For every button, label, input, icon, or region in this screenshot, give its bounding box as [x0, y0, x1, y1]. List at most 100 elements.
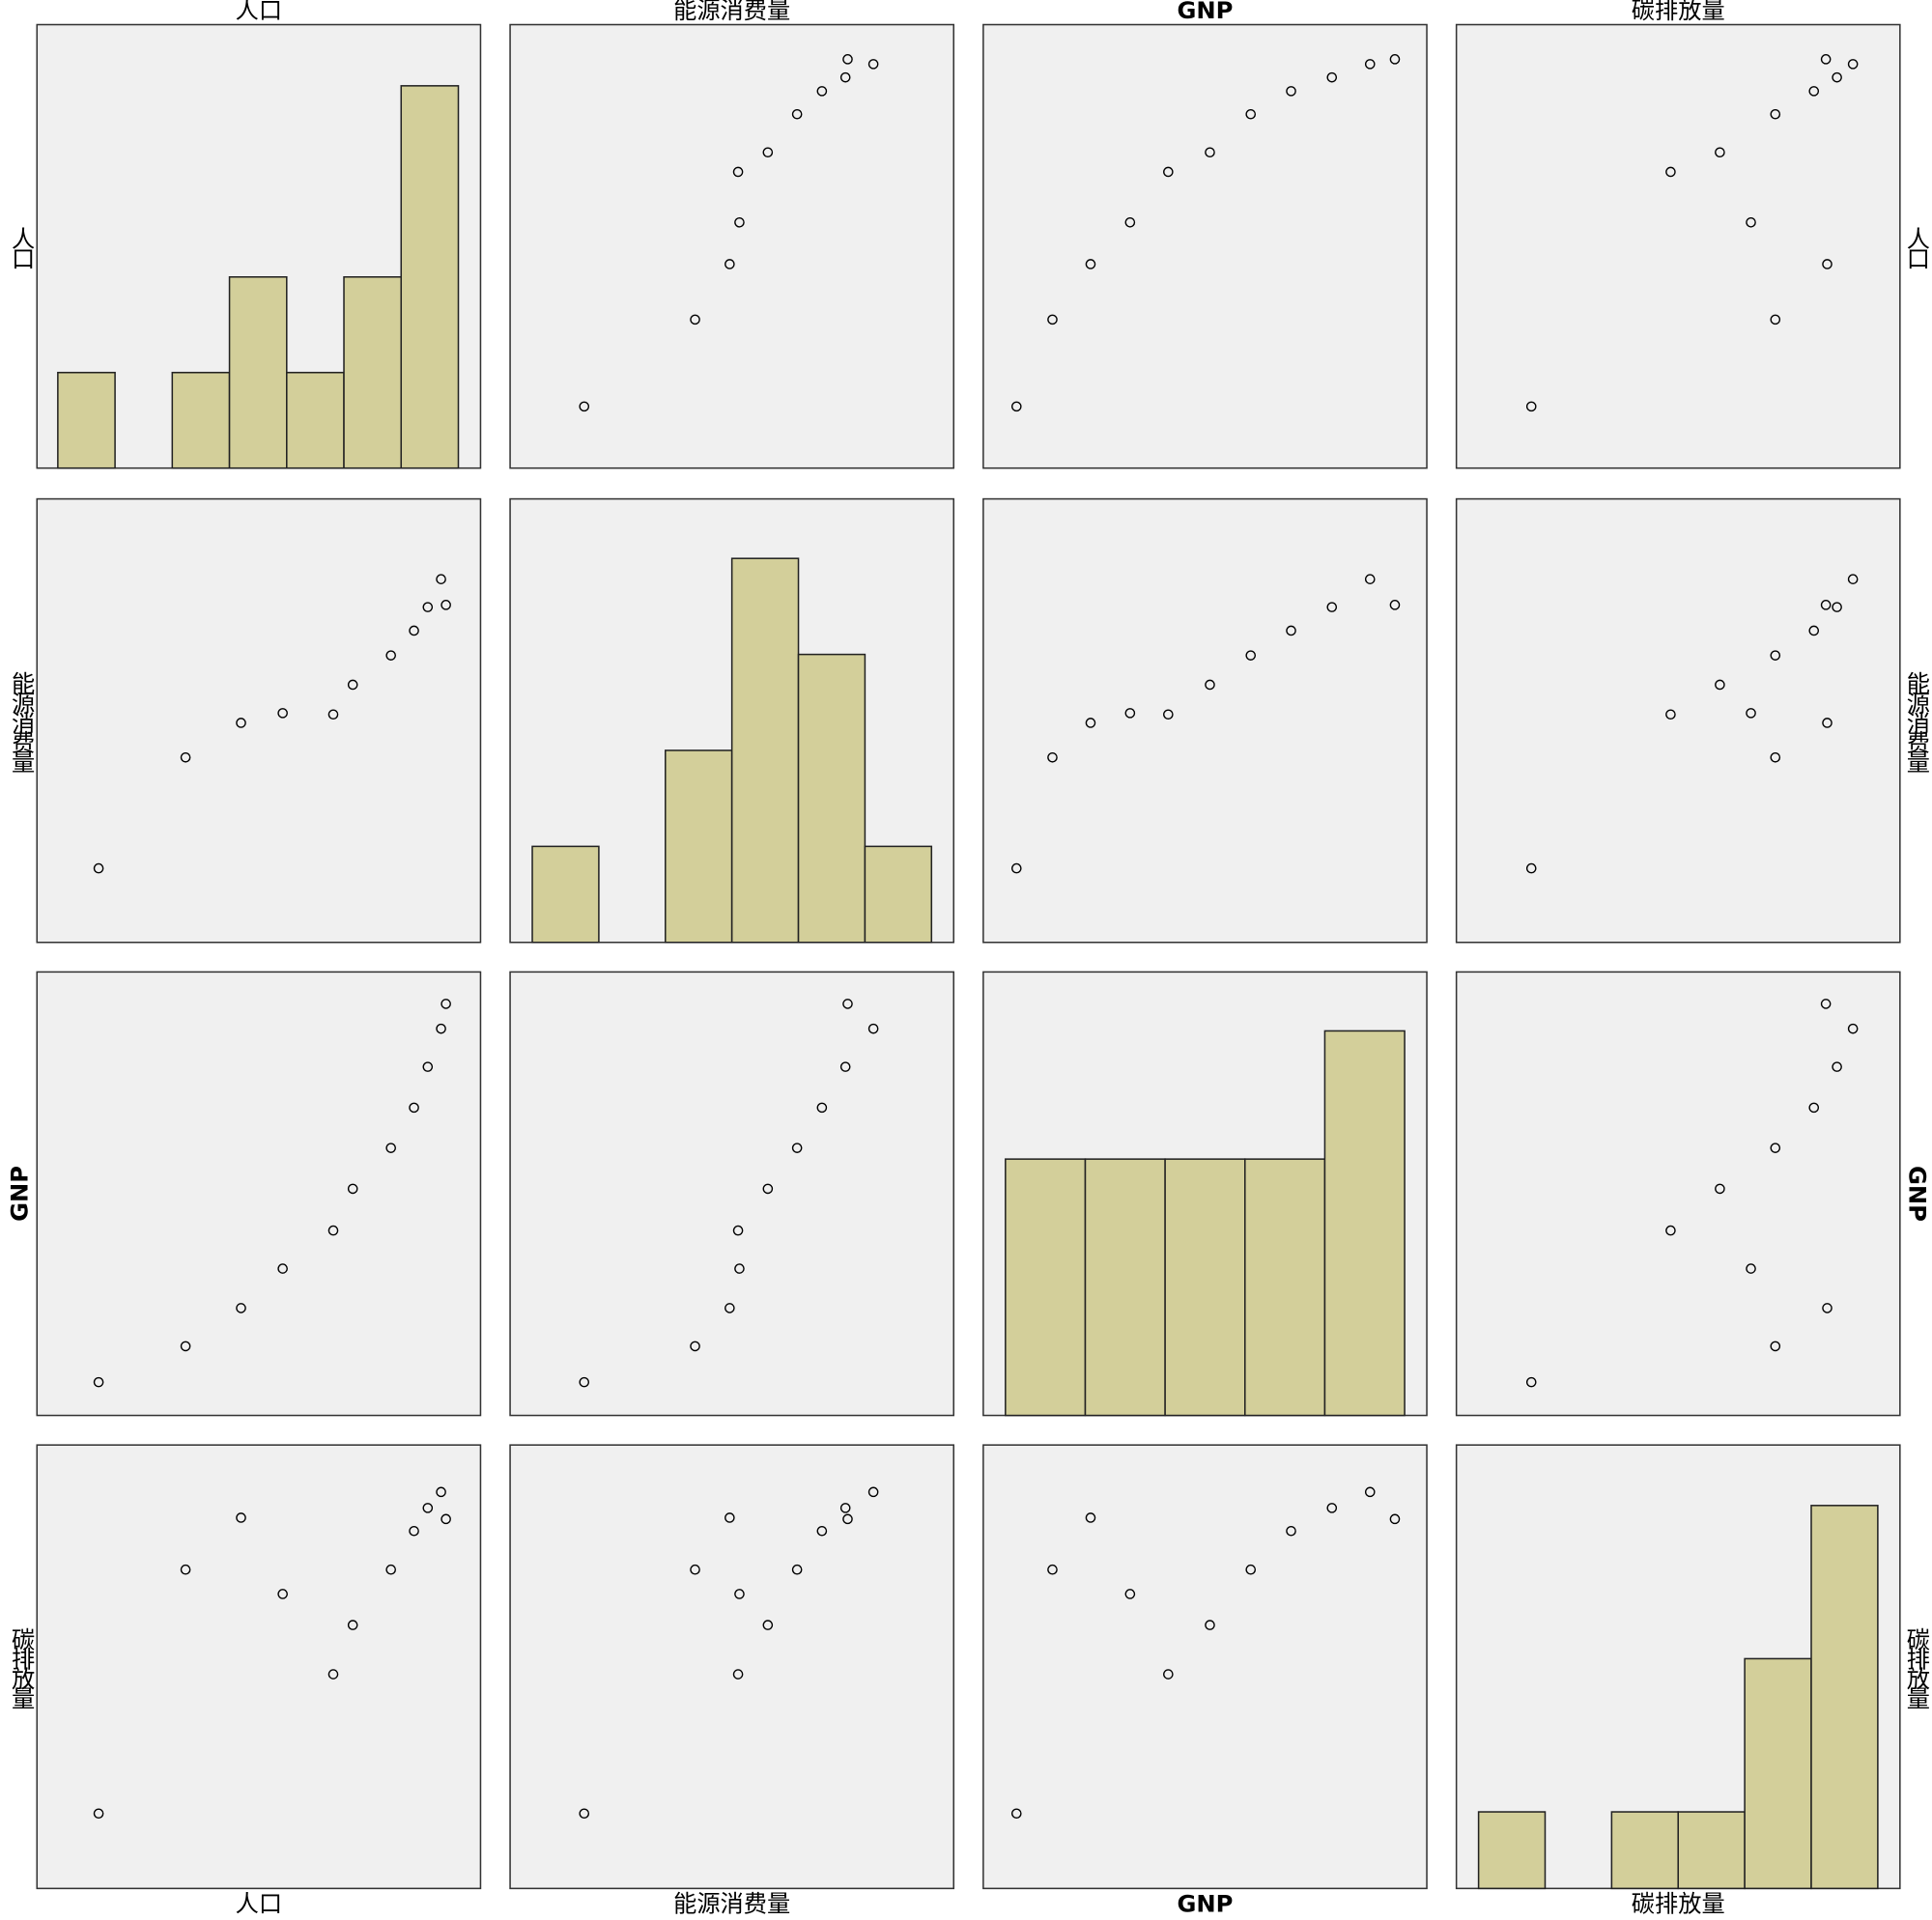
- panel: [36, 1444, 482, 1890]
- scatter-point: [1808, 86, 1820, 97]
- scatter-point: [791, 108, 803, 120]
- row-label: GNP: [1903, 1166, 1930, 1222]
- scatter-point: [1047, 751, 1058, 763]
- scatter-point: [1124, 1589, 1136, 1599]
- scatter-point: [327, 1225, 339, 1236]
- histogram-bar: [864, 845, 933, 944]
- scatter-point: [385, 1564, 396, 1575]
- panel: [509, 23, 955, 469]
- scatter-point: [1715, 147, 1725, 158]
- scatter-point: [409, 1525, 419, 1537]
- scatter-point: [1715, 1183, 1725, 1195]
- scatter-point: [724, 1303, 735, 1313]
- scatter-point: [440, 999, 451, 1009]
- panel: [509, 971, 955, 1417]
- panel: [1455, 23, 1901, 469]
- scatter-point: [1245, 1564, 1257, 1575]
- scatter-point: [436, 1023, 446, 1034]
- scatter-point: [791, 1143, 803, 1153]
- panel: [982, 23, 1428, 469]
- panel: [1455, 971, 1901, 1417]
- scatter-point: [236, 1303, 246, 1313]
- scatter-point: [867, 1023, 879, 1034]
- scatter-point: [1326, 602, 1338, 612]
- scatter-point: [180, 1564, 191, 1575]
- histogram-bar: [665, 749, 733, 944]
- scatter-point: [579, 1808, 590, 1820]
- panel: [982, 1444, 1428, 1890]
- row-label: 能源消费量: [8, 671, 35, 773]
- histogram-bar: [343, 276, 403, 469]
- scatter-point: [734, 217, 745, 228]
- scatter-point: [327, 1669, 339, 1680]
- scatter-point: [436, 1486, 446, 1498]
- histogram-bar: [797, 653, 867, 944]
- row-label: 人口: [8, 227, 35, 269]
- column-label-bottom: 碳排放量: [1632, 1891, 1725, 1918]
- scatter-point: [93, 862, 104, 874]
- scatter-point: [762, 1183, 774, 1195]
- scatter-point: [1011, 862, 1022, 874]
- histogram-bar: [1677, 1811, 1746, 1890]
- scatter-point: [327, 709, 339, 720]
- scatter-point: [762, 1620, 774, 1630]
- panel: [982, 497, 1428, 944]
- scatter-point: [734, 1589, 745, 1599]
- scatter-point: [1820, 999, 1832, 1009]
- scatter-point: [732, 1225, 744, 1236]
- column-label-top: 能源消费量: [673, 0, 790, 24]
- scatter-point: [1286, 1525, 1296, 1537]
- scatter-point: [1085, 1512, 1096, 1523]
- scatter-point: [579, 1376, 590, 1388]
- scatter-point: [1822, 259, 1833, 269]
- scatter-point: [1847, 574, 1859, 584]
- scatter-point: [1665, 166, 1676, 178]
- histogram-bar: [1084, 1158, 1166, 1417]
- panel: [1455, 497, 1901, 944]
- scatter-point: [1525, 401, 1537, 412]
- scatter-point: [1245, 650, 1257, 661]
- row-label: 碳排放量: [8, 1627, 35, 1709]
- column-label-top: GNP: [1177, 0, 1233, 24]
- scatter-point: [1770, 751, 1781, 763]
- scatter-point: [1389, 54, 1401, 65]
- scatter-point: [347, 1183, 358, 1195]
- scatter-point: [1163, 166, 1174, 178]
- scatter-point: [1808, 1102, 1820, 1114]
- scatter-point: [1832, 71, 1842, 83]
- column-label-bottom: 人口: [236, 1891, 282, 1918]
- scatter-point: [579, 401, 590, 412]
- scatter-point: [93, 1376, 104, 1388]
- scatter-point: [440, 1513, 451, 1525]
- scatter-point: [724, 259, 735, 269]
- scatter-point: [1665, 1225, 1676, 1236]
- scatter-point: [1286, 86, 1296, 97]
- row-label: 人口: [1902, 227, 1929, 269]
- scatter-point: [1124, 217, 1136, 228]
- scatter-point: [816, 1525, 828, 1537]
- scatter-point: [867, 1486, 879, 1498]
- scatter-point: [1326, 71, 1338, 83]
- scatter-point: [180, 1341, 191, 1352]
- scatter-point: [867, 59, 879, 70]
- column-label-bottom: 能源消费量: [673, 1891, 790, 1918]
- column-label-bottom: GNP: [1177, 1891, 1233, 1918]
- histogram-bar: [1164, 1158, 1246, 1417]
- scatter-point: [690, 1564, 700, 1575]
- scatter-point: [1820, 600, 1832, 610]
- scatter-point: [1085, 718, 1096, 728]
- histogram-bar: [1477, 1811, 1547, 1890]
- scatter-point: [1364, 59, 1376, 70]
- histogram-bar: [1744, 1657, 1812, 1890]
- scatter-point: [791, 1564, 803, 1575]
- scatter-point: [1205, 147, 1215, 158]
- scatter-point: [236, 1512, 246, 1523]
- scatter-point: [1746, 1263, 1756, 1274]
- histogram-bar: [1005, 1158, 1087, 1417]
- scatter-point: [1822, 1303, 1833, 1313]
- scatter-point: [180, 751, 191, 763]
- scatter-point: [385, 1143, 396, 1153]
- histogram-bar: [1323, 1030, 1406, 1417]
- scatter-point: [422, 602, 434, 612]
